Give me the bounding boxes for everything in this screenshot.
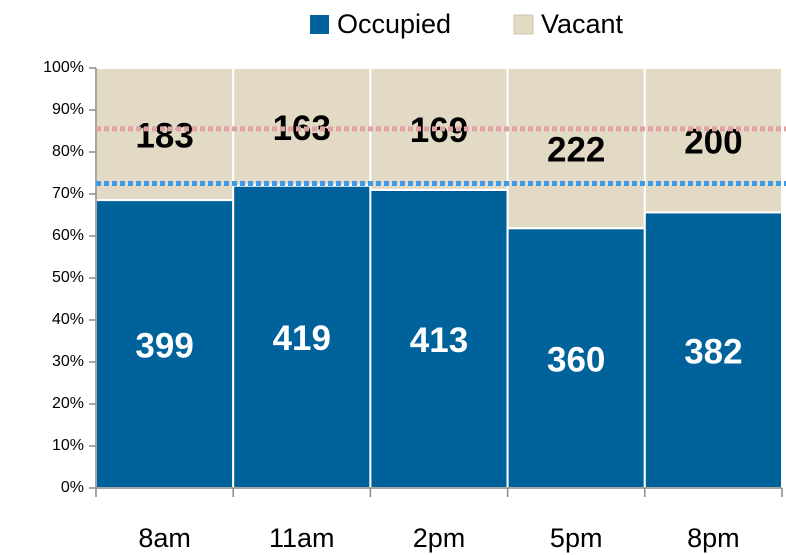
y-tick-label: 0% (61, 479, 84, 496)
x-tick-label: 2pm (413, 523, 466, 553)
y-tick-label: 30% (52, 353, 84, 370)
data-label: 360 (547, 340, 605, 379)
y-tick-label: 10% (52, 437, 84, 454)
x-tick-label: 5pm (550, 523, 603, 553)
data-label: 222 (547, 130, 605, 169)
bar-segment (95, 199, 235, 489)
y-tick-label: 100% (43, 59, 84, 76)
data-label: 399 (135, 326, 193, 365)
x-tick-label: 8am (138, 523, 191, 553)
data-label: 183 (135, 116, 193, 155)
y-tick-label: 40% (52, 311, 84, 328)
x-tick-label: 8pm (687, 523, 740, 553)
bar-segment (643, 67, 783, 214)
x-tick-label: 11am (269, 523, 335, 553)
data-label: 419 (273, 319, 331, 358)
data-label: 413 (410, 321, 468, 360)
y-tick-label: 50% (52, 269, 84, 286)
legend-swatch (310, 15, 329, 34)
y-tick-label: 60% (52, 227, 84, 244)
bar-segment (506, 227, 646, 490)
y-tick-label: 70% (52, 185, 84, 202)
data-label: 382 (684, 332, 742, 371)
legend-label: Vacant (541, 9, 624, 39)
y-tick-label: 90% (52, 101, 84, 118)
bar-segment (95, 67, 235, 202)
legend-swatch (513, 14, 534, 35)
y-tick-label: 20% (52, 395, 84, 412)
y-tick-label: 80% (52, 143, 84, 160)
bar-segment (506, 67, 646, 230)
legend-label: Occupied (337, 9, 451, 39)
